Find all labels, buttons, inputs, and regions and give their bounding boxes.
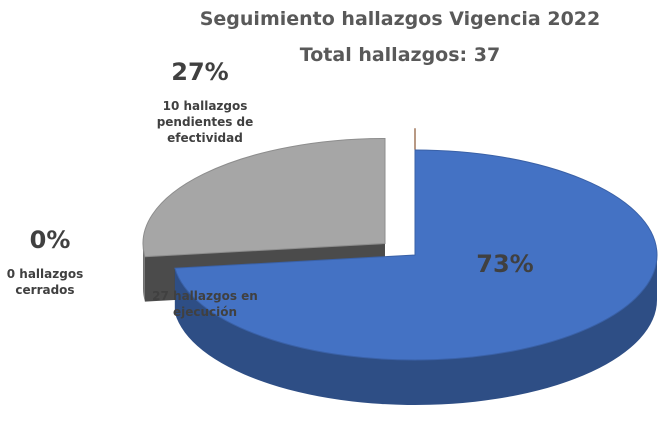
value-label: 0% xyxy=(29,226,71,254)
category-label: 27 hallazgos en ejecución xyxy=(152,289,258,319)
category-label: 0 hallazgos cerrados xyxy=(6,267,84,297)
value-label: 27% xyxy=(171,58,229,86)
slice-side xyxy=(174,255,657,405)
slice xyxy=(174,149,658,361)
slice xyxy=(142,138,386,258)
chart-subtitle: Total hallazgos: 37 xyxy=(299,44,501,66)
value-label: 73% xyxy=(476,250,534,278)
slice-side xyxy=(142,243,145,302)
category-label: 10 hallazgos pendientes de efectividad xyxy=(156,99,254,145)
chart-title: Seguimiento hallazgos Vigencia 2022 xyxy=(199,8,601,30)
